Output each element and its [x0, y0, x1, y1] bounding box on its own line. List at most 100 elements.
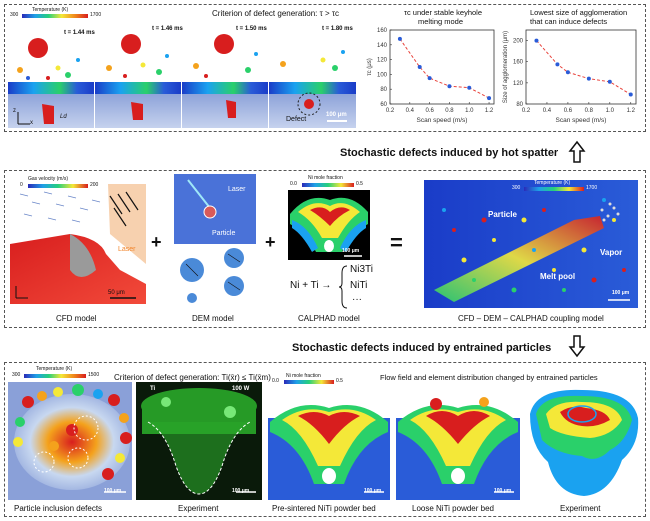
calphad-colorbar [302, 183, 354, 187]
bottom-scale-5: 100 μm [614, 488, 632, 494]
time-label-2: t = 1.46 ms [152, 26, 183, 32]
chart-left-title-2: melting mode [418, 17, 464, 26]
experiment-ti-label: Ti [150, 386, 156, 392]
x-tick-label: 1.0 [465, 108, 474, 114]
sim-panel-3 [182, 20, 268, 128]
sim-panel-4 [269, 20, 356, 128]
ld-label: Ld [60, 114, 67, 120]
particle-inclusion-image [8, 382, 132, 500]
x-tick-label: 0.8 [445, 108, 454, 114]
time-label-1: t = 1.44 ms [64, 30, 95, 36]
chart-axes-frame [389, 29, 495, 105]
data-point [607, 79, 612, 84]
product-niti: NiTi [350, 280, 368, 291]
data-point [555, 62, 560, 67]
cfd-model-image [10, 174, 146, 304]
chart-agglomeration: 0.2 0.4 0.6 0.8 1.0 1.2 80 120 160 200 Scan speed … [503, 29, 637, 124]
loose-powder-image [396, 388, 520, 500]
data-point [447, 84, 452, 89]
reaction-brace-icon [338, 265, 348, 309]
x-tick-label: 1.0 [606, 108, 615, 114]
top-section [4, 4, 646, 132]
calphad-ni-title: Ni mole fraction [308, 175, 343, 181]
middle-section [4, 170, 646, 328]
x-tick-label: 0.2 [386, 108, 395, 114]
x-tick-label: 0.4 [543, 108, 552, 114]
bottom-criterion: Criterion of defect generation: Ti(x̄r) … [114, 373, 271, 382]
top-colorbar-min: 300 [10, 12, 19, 18]
gas-max: 200 [90, 182, 99, 188]
plus-sign-2: + [265, 232, 276, 252]
bottom-ni-title: Ni mole fraction [286, 373, 321, 379]
x-tick-label: 0.6 [425, 108, 434, 114]
cfd-laser-label: Laser [118, 246, 136, 253]
bottom-scale-4: 100 μm [494, 488, 512, 494]
bottom-scale-3: 100 μm [364, 488, 382, 494]
hot-spatter-sim-panels [8, 20, 356, 128]
series-line [399, 38, 490, 99]
coupling-temp-title: Temperature (K) [534, 180, 571, 186]
coupling-melt-pool-label: Melt pool [540, 272, 576, 281]
data-point [534, 38, 539, 43]
sim-panel-1 [8, 20, 94, 128]
plus-sign-1: + [151, 232, 162, 252]
coupling-particle-label: Particle [488, 210, 517, 219]
coupling-model-image [424, 180, 638, 308]
chart-tau-c: 0.2 0.4 0.6 0.8 1.0 1.2 60 80 100 120 140 160 Scan s… [367, 28, 495, 124]
top-colorbar-title: Temperature (K) [32, 7, 69, 13]
y-tick-label: 160 [513, 60, 524, 66]
coupling-model-caption: CFD – DEM – CALPHAD coupling model [458, 314, 604, 323]
sim-panel-2 [95, 20, 181, 128]
calphad-ni-min: 0.0 [290, 181, 297, 187]
coupling-scale-label: 100 μm [612, 290, 630, 296]
bottom-ni-min: 0.0 [272, 378, 279, 384]
top-colorbar [22, 14, 88, 18]
entrained-label: Stochastic defects induced by entrained … [292, 342, 552, 354]
experiment-2-image [526, 384, 642, 500]
hot-spatter-label: Stochastic defects induced by hot spatte… [340, 147, 559, 159]
bottom-temp-colorbar [24, 374, 86, 378]
data-point [628, 92, 633, 97]
caption-pre-sintered: Pre-sintered NiTi powder bed [272, 504, 376, 513]
dem-particle-label: Particle [212, 230, 236, 237]
bottom-scale-1: 100 μm [104, 488, 122, 494]
calphad-ni-max: 0.5 [356, 181, 363, 187]
series-line [536, 40, 632, 95]
x-tick-label: 0.6 [564, 108, 573, 114]
data-point [487, 96, 492, 101]
caption-experiment-2: Experiment [560, 504, 601, 513]
y-tick-label: 160 [377, 28, 388, 34]
cfd-scale-label: 50 μm [108, 290, 125, 296]
top-colorbar-max: 1700 [90, 12, 102, 18]
dem-laser-label: Laser [228, 186, 246, 193]
data-point [417, 65, 422, 69]
chart-left-title-1: τc under stable keyhole [404, 8, 483, 17]
time-label-3: t = 1.50 ms [236, 26, 267, 32]
equals-sign: = [390, 230, 403, 255]
data-point [427, 76, 432, 81]
x-axis-label: Scan speed (m/s) [417, 117, 468, 124]
data-point [467, 85, 472, 90]
top-axis-x: x [30, 120, 33, 126]
y-tick-label: 80 [516, 102, 523, 108]
time-label-4: t = 1.80 ms [322, 26, 353, 32]
chart-right-title-2: that can induce defects [530, 17, 608, 26]
experiment-power: 100 W [232, 386, 250, 392]
chart-right-title-1: Lowest size of agglomeration [530, 8, 628, 17]
coupling-temp-max: 1700 [586, 185, 598, 191]
top-axis-z: z [13, 108, 16, 114]
y-tick-label: 60 [380, 102, 387, 108]
top-criterion: Criterion of defect generation: τ > τc [212, 9, 340, 18]
y-tick-label: 140 [377, 43, 388, 49]
cfd-model-caption: CFD model [56, 314, 97, 323]
data-point [565, 70, 570, 75]
calphad-model-image [288, 190, 370, 260]
data-point [586, 76, 591, 81]
y-tick-label: 100 [377, 72, 388, 78]
data-point [397, 36, 402, 41]
down-arrow-icon [568, 335, 586, 358]
pre-sintered-image [268, 388, 390, 500]
bottom-temp-max: 1500 [88, 372, 100, 378]
bottom-temp-title: Temperature (K) [36, 366, 73, 372]
gas-velocity-title: Gas velocity (m/s) [28, 176, 69, 182]
